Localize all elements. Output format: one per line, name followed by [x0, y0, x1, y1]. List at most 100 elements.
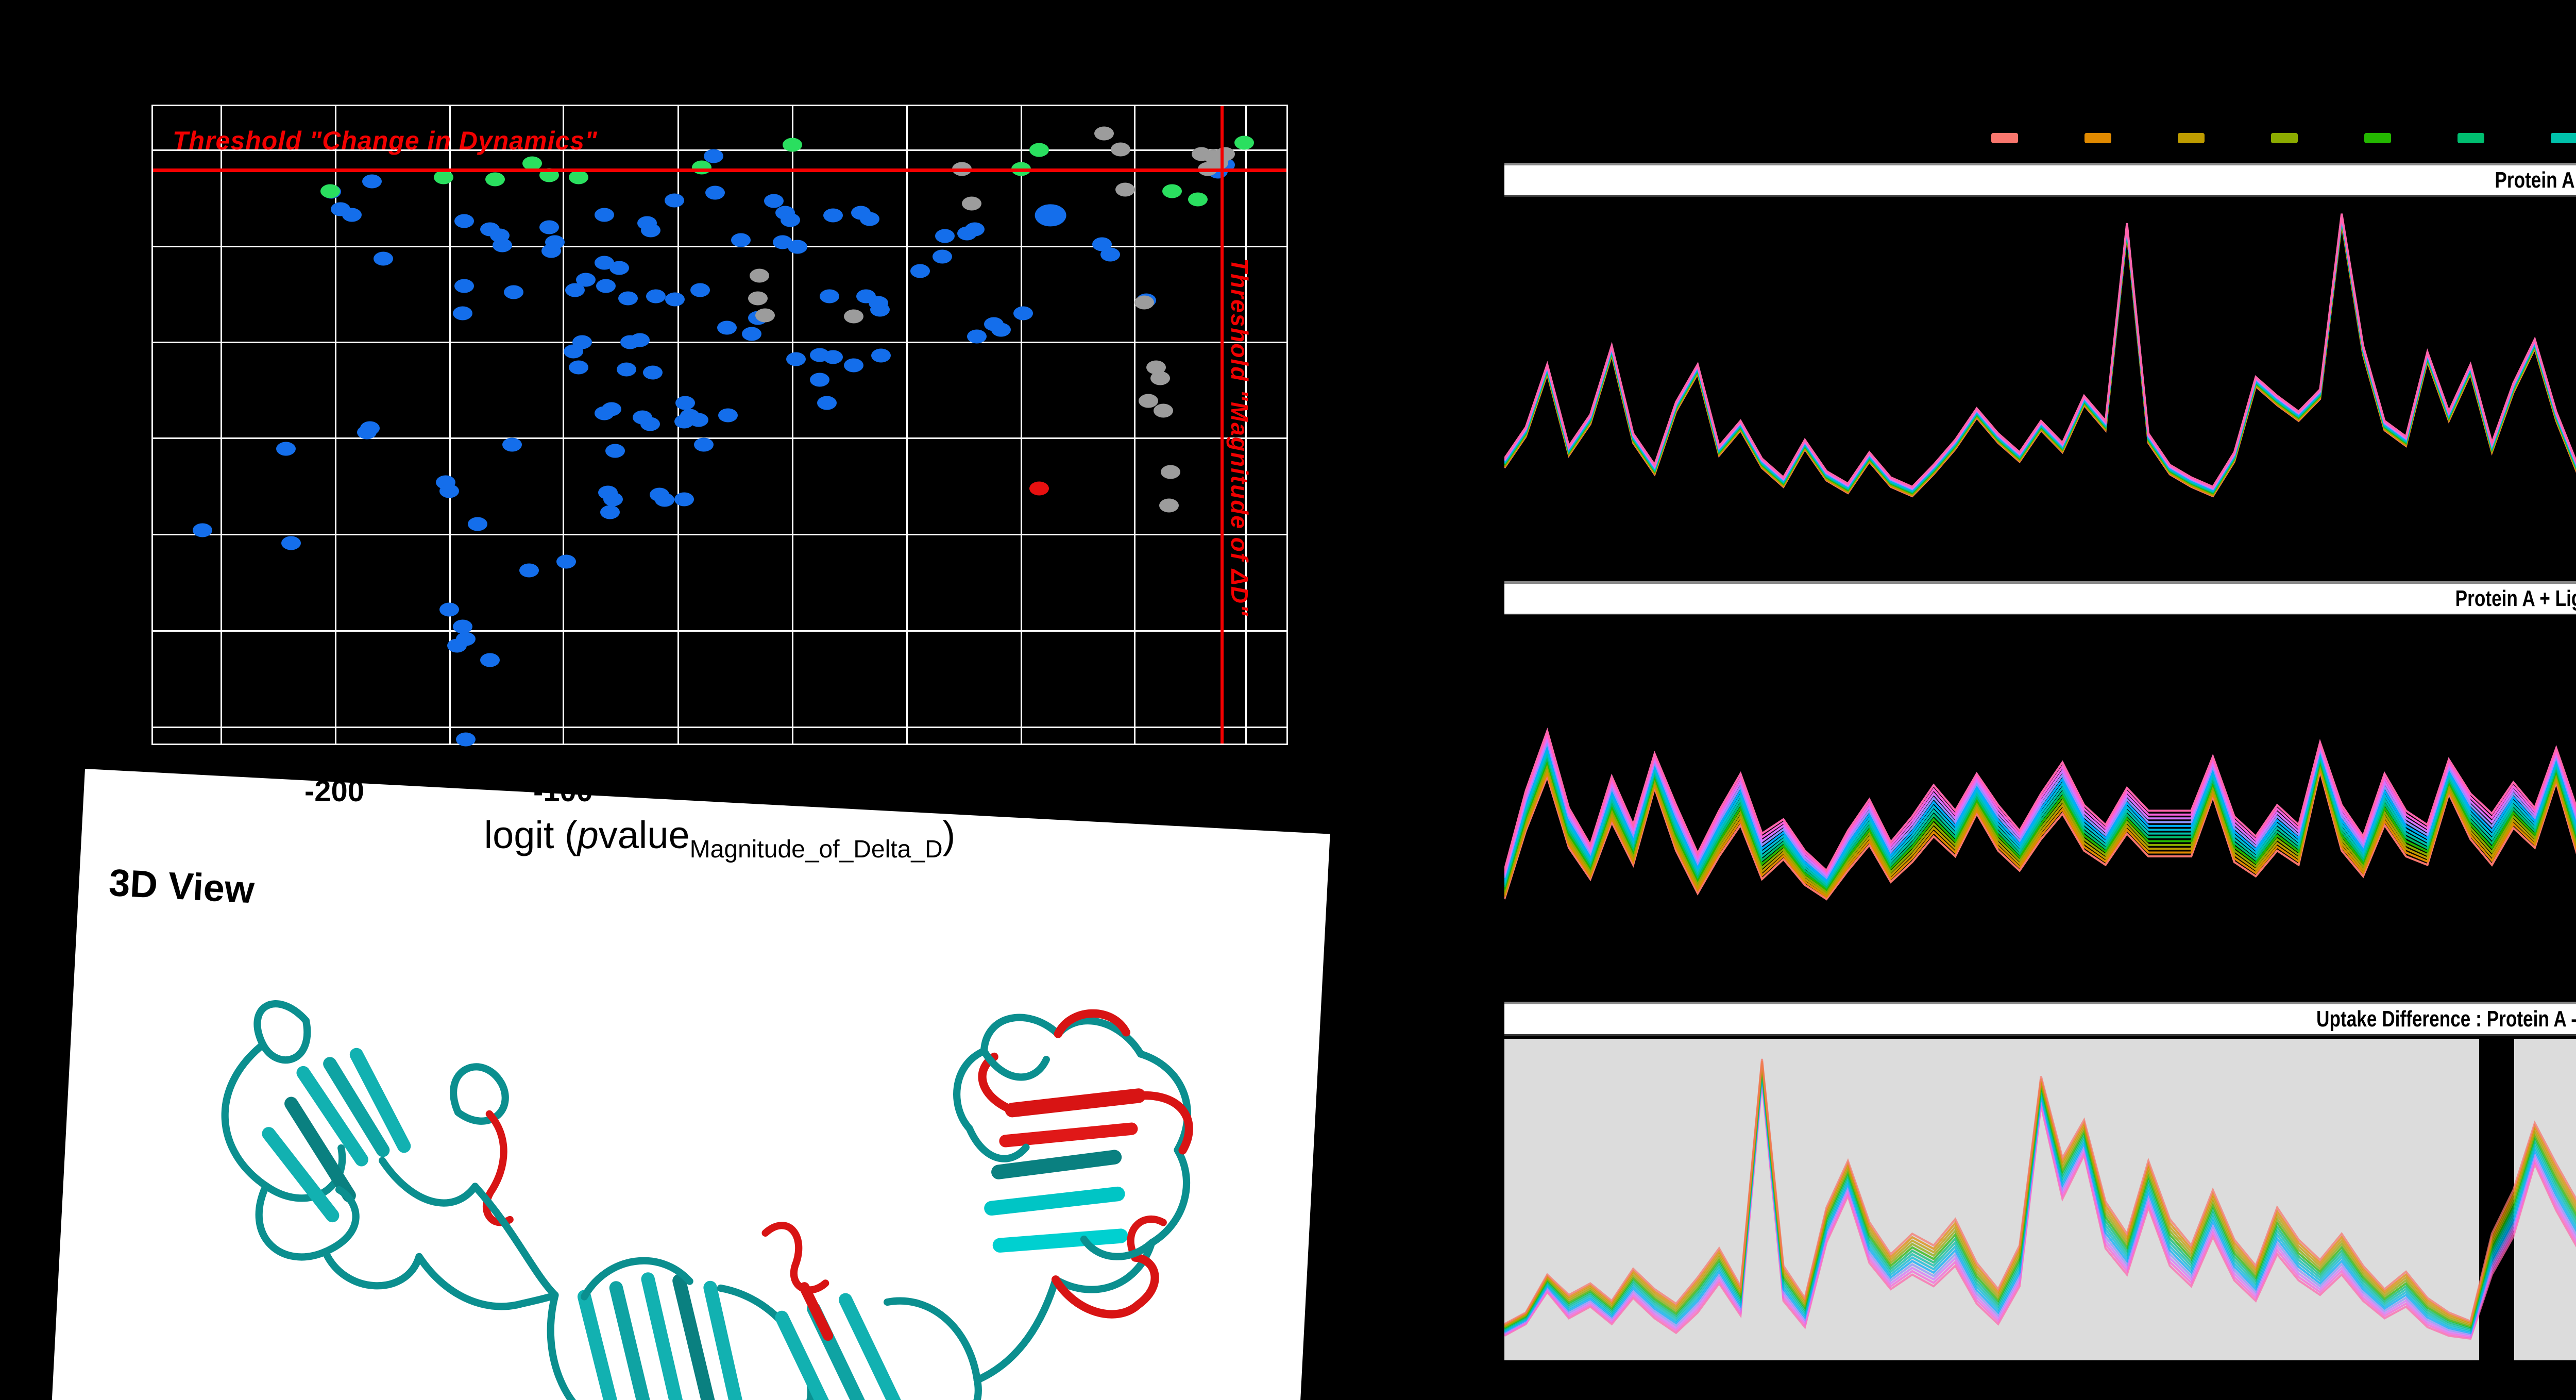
legend-swatch-5[interactable] [2364, 133, 2391, 143]
uptake-series-line-5[interactable] [1504, 649, 2576, 889]
scatter-point-blue[interactable] [641, 223, 661, 238]
scatter-point-green[interactable] [1188, 192, 1208, 207]
uptake-series-line-13[interactable] [1504, 634, 2576, 871]
scatter-point-gray[interactable] [749, 268, 769, 282]
scatter-point-blue[interactable] [605, 444, 625, 458]
scatter-point-blue[interactable] [556, 554, 576, 569]
scatter-point-blue[interactable] [967, 329, 987, 344]
scatter-point-blue[interactable] [594, 208, 614, 222]
scatter-point-gray[interactable] [748, 291, 768, 306]
scatter-point-blue[interactable] [694, 437, 714, 452]
scatter-point-blue[interactable] [596, 279, 616, 293]
scatter-point-gray[interactable] [1153, 403, 1173, 417]
uptake-series-line-2[interactable] [1504, 655, 2576, 897]
legend-swatch-1[interactable] [1991, 133, 2018, 143]
scatter-point-blue[interactable] [742, 327, 762, 341]
uptake-chart-protein-a-ligand[interactable] [1504, 617, 2576, 932]
scatter-point-blue[interactable] [871, 348, 891, 363]
scatter-point-green[interactable] [433, 170, 453, 184]
scatter-point-blue[interactable] [281, 536, 301, 550]
volcano-plot-area[interactable]: Threshold "Change in Dynamics" Threshold… [151, 105, 1288, 747]
scatter-point-blue[interactable] [453, 619, 473, 634]
scatter-point-blue[interactable] [809, 373, 829, 387]
scatter-point-blue[interactable] [373, 251, 393, 266]
scatter-point-blue[interactable] [705, 185, 725, 200]
uptake-chart-protein-a[interactable] [1504, 200, 2576, 546]
scatter-point-blue[interactable] [675, 396, 696, 410]
scatter-point-green[interactable] [568, 170, 588, 184]
scatter-point-gray[interactable] [755, 308, 775, 323]
scatter-point-blue[interactable] [609, 261, 629, 275]
scatter-point-blue[interactable] [342, 208, 362, 222]
scatter-point-green[interactable] [485, 172, 505, 187]
scatter-point-blue[interactable] [690, 283, 710, 297]
scatter-point-blue[interactable] [643, 365, 663, 380]
scatter-point-blue[interactable] [362, 174, 382, 189]
protein-ribbon-structure[interactable] [128, 937, 1332, 1400]
scatter-point-blue[interactable] [439, 484, 460, 498]
uptake-series-line-1[interactable] [1504, 657, 2576, 899]
uptake-series-line-2[interactable] [1504, 222, 2576, 495]
scatter-point-blue[interactable] [630, 333, 650, 347]
uptake-series-line-8[interactable] [1504, 217, 2576, 491]
scatter-point-blue[interactable] [192, 523, 212, 537]
scatter-point-blue[interactable] [467, 517, 487, 531]
scatter-point-blue[interactable] [823, 350, 843, 364]
scatter-point-blue[interactable] [655, 493, 675, 507]
uptake-series-line-3[interactable] [1504, 222, 2576, 495]
scatter-point-blue[interactable] [819, 289, 839, 303]
scatter-point-gray[interactable] [843, 309, 863, 324]
scatter-point-blue[interactable] [674, 492, 694, 507]
scatter-point-blue[interactable] [689, 413, 709, 427]
uptake-series-line-3[interactable] [1504, 653, 2576, 894]
legend-swatch-7[interactable] [2551, 133, 2576, 143]
scatter-point-gray[interactable] [1159, 498, 1179, 513]
scatter-point-green[interactable] [320, 184, 340, 198]
scatter-point-blue[interactable] [786, 352, 806, 366]
scatter-point-green[interactable] [691, 160, 711, 175]
uptake-series-line-10[interactable] [1504, 216, 2576, 489]
scatter-point-gray[interactable] [1139, 394, 1159, 408]
scatter-point-blue[interactable] [600, 505, 620, 519]
uptake-series-line-6[interactable] [1504, 219, 2576, 492]
scatter-point-blue[interactable] [640, 417, 660, 431]
scatter-point-blue[interactable] [646, 289, 666, 303]
scatter-point-blue[interactable] [360, 421, 380, 435]
scatter-point-blue[interactable] [563, 344, 583, 359]
scatter-point-blue[interactable] [480, 653, 500, 667]
scatter-point-blue[interactable] [453, 306, 473, 321]
scatter-point-blue[interactable] [502, 437, 522, 452]
scatter-point-blue[interactable] [503, 285, 523, 299]
scatter-point-blue[interactable] [454, 214, 474, 228]
scatter-point-blue[interactable] [910, 264, 930, 278]
scatter-point-blue[interactable] [718, 408, 738, 423]
scatter-point-blue[interactable] [493, 238, 513, 252]
scatter-point-gray[interactable] [1150, 371, 1171, 385]
legend-swatch-3[interactable] [2178, 133, 2205, 143]
scatter-point-blue[interactable] [665, 292, 685, 307]
scatter-point-gray[interactable] [1094, 126, 1114, 141]
uptake-series-line-11[interactable] [1504, 638, 2576, 875]
scatter-point-blue[interactable] [991, 323, 1011, 337]
scatter-point-blue[interactable] [276, 442, 296, 456]
uptake-series-line-7[interactable] [1504, 646, 2576, 885]
uptake-series-line-7[interactable] [1504, 218, 2576, 492]
uptake-series-line-1[interactable] [1504, 223, 2576, 501]
scatter-point-green[interactable] [782, 138, 802, 152]
uptake-series-line-1[interactable] [1504, 1059, 2576, 1327]
scatter-point-blue[interactable] [964, 222, 985, 237]
scatter-point-blue[interactable] [870, 302, 890, 317]
legend-swatch-4[interactable] [2271, 133, 2298, 143]
uptake-series-line-13[interactable] [1504, 214, 2576, 487]
uptake-series-line-10[interactable] [1504, 640, 2576, 878]
scatter-point-green[interactable] [1029, 143, 1049, 157]
scatter-point-blue[interactable] [717, 321, 737, 335]
scatter-point-blue[interactable] [455, 732, 476, 747]
scatter-point-blue[interactable] [932, 249, 952, 264]
scatter-point-blue[interactable] [731, 233, 751, 247]
scatter-point-green[interactable] [1234, 136, 1255, 150]
scatter-point-blue[interactable] [788, 240, 807, 254]
scatter-point-gray[interactable] [1161, 465, 1181, 479]
scatter-point-blue[interactable] [823, 208, 843, 223]
scatter-point-blue[interactable] [539, 220, 559, 234]
